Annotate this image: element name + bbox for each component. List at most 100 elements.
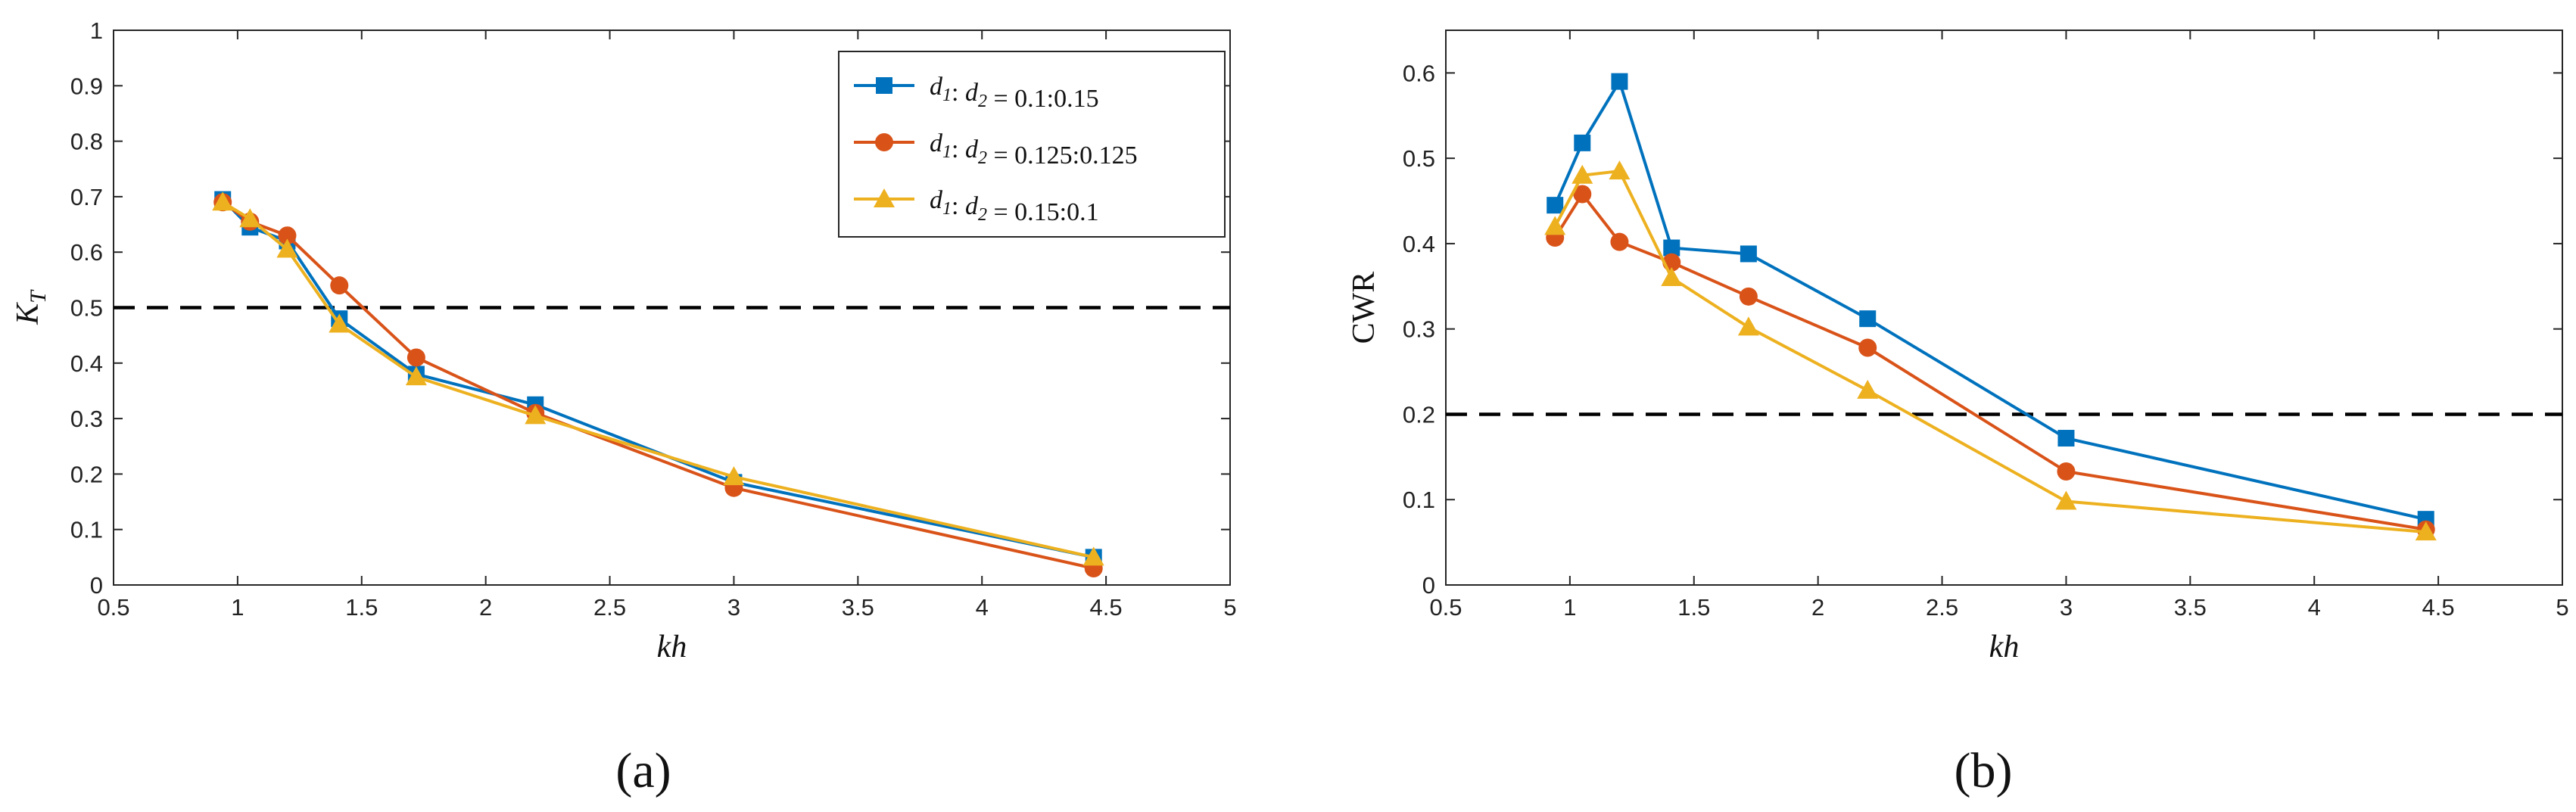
legend-marker <box>876 77 892 94</box>
series-line-2 <box>1553 192 2427 531</box>
data-point-s2-3 <box>1610 232 1629 251</box>
data-point-s3-5 <box>405 366 427 386</box>
x-tick-label: 3.5 <box>842 594 874 621</box>
y-tick-label: 0.6 <box>70 239 103 266</box>
y-tick-label: 0.6 <box>1403 60 1435 86</box>
legend-text: = 0.15:0.1 <box>987 198 1099 226</box>
y-tick-label: 0.3 <box>70 406 103 432</box>
x-tick-label: 4 <box>976 594 989 621</box>
y-tick-label: 0.5 <box>70 295 103 322</box>
x-tick-label: 3.5 <box>2174 594 2207 621</box>
y-tick-label: 0.2 <box>70 461 103 487</box>
data-point-s3-2 <box>1571 164 1593 184</box>
panel-label: (a) <box>615 743 671 798</box>
legend-subscript: 1 <box>942 199 952 219</box>
series-line-3 <box>1553 170 2426 534</box>
x-tick-label: 5 <box>2556 594 2568 621</box>
data-point-s1-4 <box>1663 239 1680 257</box>
y-tick-label: 0 <box>1422 572 1435 599</box>
x-tick-label: 0.5 <box>97 594 129 621</box>
x-tick-label: 3 <box>2060 594 2073 621</box>
y-axis-label: CWR <box>1347 272 1381 344</box>
legend-text: : <box>952 79 965 107</box>
x-tick-label: 5 <box>1223 594 1236 621</box>
x-tick-label: 1 <box>1563 594 1576 621</box>
y-tick-label: 0.4 <box>70 350 103 377</box>
legend-subscript: 1 <box>942 142 952 162</box>
data-point-s3-4 <box>1661 267 1683 287</box>
x-tick-label: 0.5 <box>1429 594 1462 621</box>
legend-marker <box>875 133 893 151</box>
legend-subscript: 2 <box>978 205 987 225</box>
y-tick-label: 0.8 <box>70 129 103 155</box>
data-point-s3-6 <box>1857 379 1879 399</box>
legend-label: d1: d2 = 0.1:0.15 <box>930 73 1099 113</box>
legend-text: = 0.125:0.125 <box>987 142 1138 170</box>
y-tick-label: 1 <box>90 17 103 44</box>
data-point-s3-7 <box>723 466 745 486</box>
y-tick-label: 0.4 <box>1403 231 1435 257</box>
y-tick-label: 0.7 <box>70 184 103 210</box>
legend-text: : <box>952 135 965 163</box>
legend-text: d <box>965 192 979 220</box>
legend-marker <box>874 188 895 207</box>
series-line-1 <box>1553 79 2427 521</box>
data-point-s2-5 <box>1739 287 1758 306</box>
legend-item-2: d1: d2 = 0.125:0.125 <box>854 129 1138 170</box>
legend-item-1: d1: d2 = 0.1:0.15 <box>854 73 1099 113</box>
y-axis-label-subscript: T <box>26 289 51 303</box>
legend-text: d <box>965 79 979 107</box>
legend-text: d <box>930 129 943 157</box>
y-tick-label: 0 <box>90 572 103 599</box>
data-point-s3-3 <box>1609 160 1631 180</box>
legend-text: d <box>930 73 943 101</box>
legend-subscript: 2 <box>978 148 987 168</box>
x-axis-label: kh <box>657 630 687 664</box>
data-point-s1-7 <box>2057 430 2075 447</box>
y-axis-label: KT <box>11 289 51 325</box>
data-point-s2-3 <box>278 226 297 245</box>
data-point-s3-6 <box>525 405 547 425</box>
data-point-s3-1 <box>212 191 234 211</box>
x-tick-label: 1.5 <box>345 594 378 621</box>
y-tick-label: 0.3 <box>1403 316 1435 343</box>
data-point-s2-6 <box>1858 338 1877 357</box>
legend-label: d1: d2 = 0.15:0.1 <box>930 186 1099 226</box>
data-point-s1-2 <box>1574 134 1591 151</box>
x-tick-label: 1 <box>231 594 244 621</box>
y-tick-label: 0.5 <box>1403 145 1435 172</box>
data-point-s2-4 <box>330 276 349 295</box>
x-tick-label: 2.5 <box>593 594 626 621</box>
data-point-s2-5 <box>406 348 425 367</box>
x-tick-label: 1.5 <box>1677 594 1710 621</box>
x-tick-label: 4.5 <box>2422 594 2455 621</box>
data-point-s2-7 <box>2057 462 2076 481</box>
legend-text: d <box>930 186 943 214</box>
legend-text: : <box>952 192 965 220</box>
legend-label: d1: d2 = 0.125:0.125 <box>930 129 1138 170</box>
data-point-s3-3 <box>276 238 298 258</box>
y-tick-label: 0.2 <box>1403 401 1435 428</box>
x-tick-label: 2 <box>1811 594 1824 621</box>
data-point-s1-1 <box>1547 197 1564 214</box>
data-point-s3-7 <box>2055 490 2077 510</box>
data-point-s3-5 <box>1737 316 1759 336</box>
chart-panel-2: 0.5 1 1.5 2 2.5 3 3.5 4 4.5 5 0 0.1 0.2 0.3 0.4 0.5 0.6 k… <box>1347 30 2569 798</box>
plot-area <box>1445 30 2563 586</box>
x-axis-label: kh <box>1989 630 2020 664</box>
x-tick-label: 2 <box>479 594 492 621</box>
data-point-s1-5 <box>1740 245 1757 263</box>
data-point-s3-1 <box>1544 216 1566 235</box>
data-point-s3-2 <box>239 208 261 228</box>
y-tick-label: 0.9 <box>70 73 103 99</box>
legend-subscript: 2 <box>978 92 987 111</box>
legend-subscript: 1 <box>942 86 952 105</box>
x-tick-label: 2.5 <box>1926 594 1958 621</box>
x-tick-label: 4.5 <box>1090 594 1123 621</box>
y-tick-label: 0.1 <box>70 517 103 543</box>
data-point-s3-4 <box>329 313 350 333</box>
legend-item-3: d1: d2 = 0.15:0.1 <box>854 186 1099 226</box>
x-tick-label: 4 <box>2308 594 2321 621</box>
